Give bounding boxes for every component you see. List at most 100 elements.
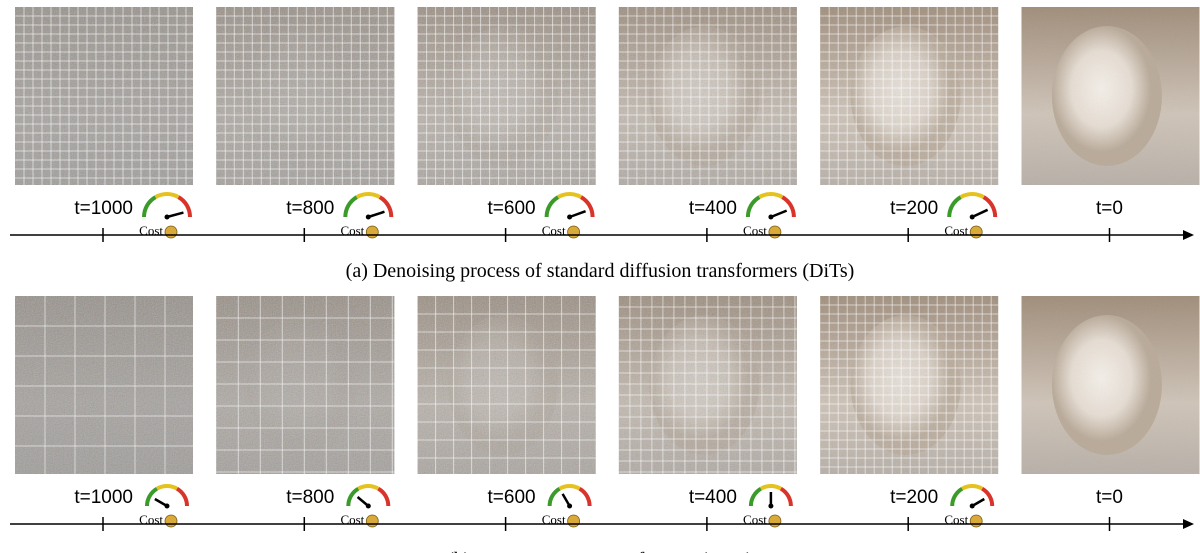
gauge-arc [759, 484, 782, 491]
timestep-label: t=800 [286, 198, 334, 219]
gauge-arc [779, 486, 793, 507]
noise [216, 296, 395, 474]
image-panel [1021, 296, 1200, 474]
money-bag-icon [365, 225, 379, 239]
timestep-label: t=600 [488, 198, 536, 219]
gray-veil [15, 296, 193, 474]
gauge-needle [166, 211, 184, 219]
image-panel [417, 7, 596, 185]
gauge-arc [547, 486, 561, 507]
gauge-arc [378, 195, 394, 218]
gauge-arc [355, 192, 381, 199]
gray-veil [216, 7, 395, 185]
noise [1021, 296, 1200, 474]
gauge-arc [758, 192, 784, 199]
money-bag-icon [969, 225, 983, 239]
gauge-arc [557, 192, 583, 199]
gauge-arc [343, 195, 358, 218]
gauge-arc [142, 195, 157, 218]
gauge-arc [579, 195, 595, 218]
image-panel [618, 7, 797, 185]
gauge-needle [971, 208, 989, 219]
noise [618, 7, 797, 185]
gauge-arc [377, 486, 391, 507]
gauge-hub [365, 503, 371, 509]
gauge-arc [950, 486, 964, 507]
timestep-label: t=400 [689, 198, 737, 219]
timestep-label: t=0 [1096, 198, 1123, 219]
gray-veil [15, 7, 193, 185]
noise [820, 296, 999, 474]
gauge-arc [981, 486, 995, 507]
gauge-arc [578, 486, 592, 507]
image-panel [618, 296, 797, 474]
image-panel [820, 7, 999, 185]
timestep-label: t=1000 [74, 198, 133, 219]
gray-veil [216, 296, 395, 474]
caption: (a) Denoising process of standard diffus… [346, 260, 855, 282]
gauge-hub [164, 214, 170, 220]
timestep-label: t=1000 [74, 487, 133, 508]
gauge-hub [768, 214, 774, 220]
gray-veil [618, 7, 797, 185]
gauge-hub [969, 214, 975, 220]
noise [417, 7, 596, 185]
gauge-hub [768, 503, 774, 509]
gauge-arc [745, 195, 761, 218]
money-bag-icon [567, 514, 580, 528]
gauge-arc [177, 195, 192, 218]
timestep-label: t=200 [890, 487, 938, 508]
gauge-hub [567, 214, 573, 220]
timeline-arrow [1183, 230, 1194, 240]
gauge-arc [558, 484, 581, 491]
gauge-needle [569, 210, 587, 219]
image-panel [216, 296, 395, 474]
noise [820, 7, 999, 185]
gauge-arc [982, 195, 998, 218]
gray-veil [417, 7, 596, 185]
money-bag-icon [164, 225, 178, 239]
gauge-arc [145, 486, 159, 507]
gauge-needle [770, 209, 788, 219]
noise [417, 296, 596, 474]
money-bag-icon [768, 514, 782, 528]
gray-veil [417, 296, 596, 474]
image-panel [216, 7, 395, 185]
timestep-label: t=400 [689, 487, 737, 508]
gray-veil [618, 296, 797, 474]
image-panel [417, 296, 596, 474]
gauge-arc [959, 192, 985, 199]
gauge-arc [154, 192, 180, 199]
timestep-label: t=0 [1096, 487, 1123, 508]
gauge-arc [544, 195, 560, 218]
gauge-needle [367, 210, 385, 219]
gauge-hub [365, 214, 371, 220]
gauge-arc [781, 195, 796, 218]
noise [1021, 7, 1200, 185]
gauge-arc [961, 484, 984, 491]
gauge-hub [969, 503, 975, 509]
timestep-label: t=800 [286, 487, 334, 508]
gauge-hub [567, 503, 573, 509]
image-panel [1021, 7, 1200, 185]
gauge-hub [164, 503, 170, 509]
timestep-label: t=600 [488, 487, 536, 508]
money-bag-icon [969, 514, 983, 528]
money-bag-icon [365, 514, 379, 528]
gauge-arc [357, 484, 380, 491]
money-bag-icon [768, 225, 782, 239]
gauge-arc [947, 195, 962, 218]
gauge-arc [156, 484, 178, 491]
money-bag-icon [567, 225, 580, 239]
timeline-arrow [1183, 519, 1194, 529]
gauge-arc [748, 486, 763, 507]
caption: (b) Denoising process of DDiT (Ours) [447, 549, 753, 553]
image-panel [820, 296, 999, 474]
noise [618, 296, 797, 474]
gauge-arc [346, 486, 360, 507]
gauge-arc [175, 486, 189, 507]
image-panel [15, 296, 193, 474]
timestep-label: t=200 [890, 198, 938, 219]
